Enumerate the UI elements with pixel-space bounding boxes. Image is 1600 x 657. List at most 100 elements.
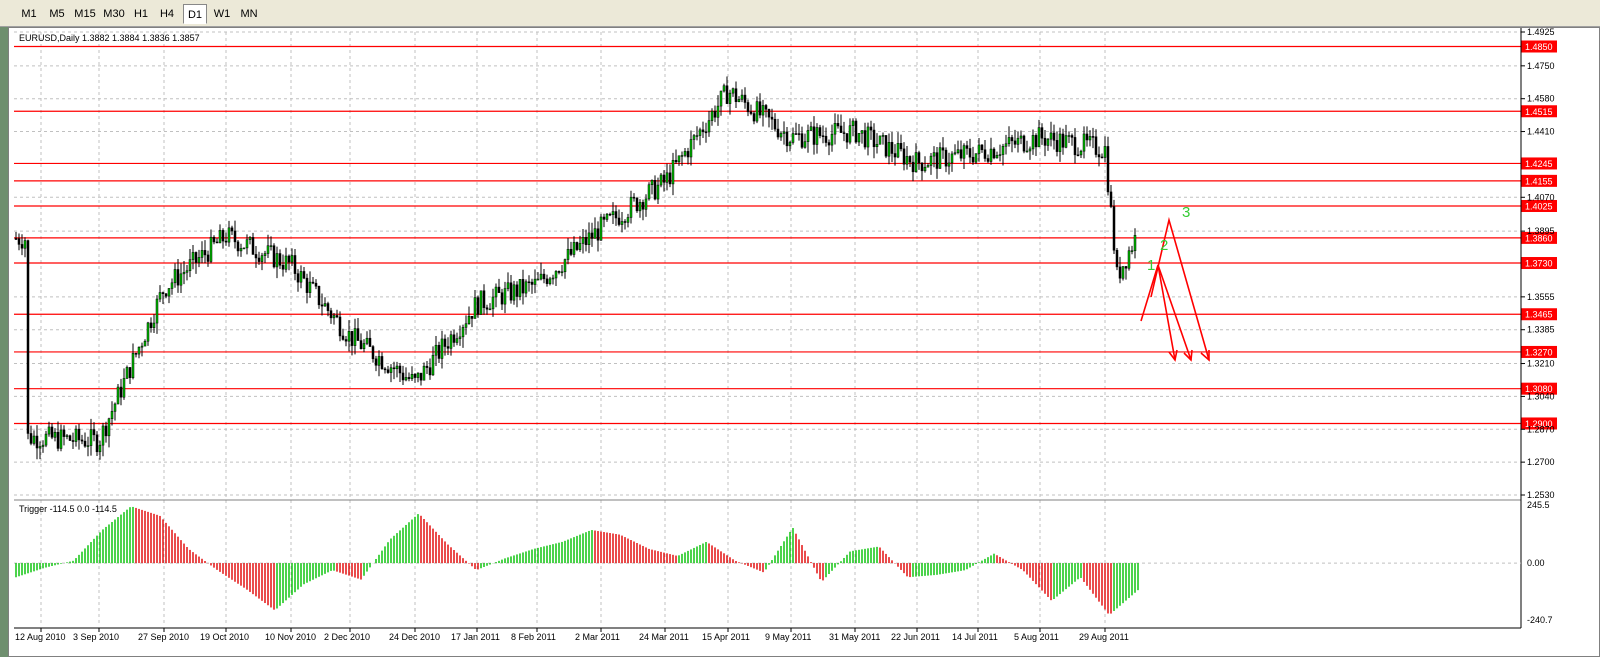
candle-up	[494, 286, 498, 298]
candle-up	[416, 372, 420, 378]
candle-down	[134, 353, 138, 355]
candle-down	[1043, 137, 1047, 146]
timeframe-h4[interactable]: H4	[159, 8, 175, 20]
candle-up	[116, 386, 120, 405]
date-axis-label: 19 Oct 2010	[200, 632, 249, 642]
candle-up	[1025, 150, 1029, 153]
candle-up	[434, 344, 438, 356]
timeframe-mn[interactable]: MN	[240, 8, 258, 20]
date-axis-label: 8 Feb 2011	[511, 632, 556, 642]
timeframe-m1[interactable]: M1	[21, 8, 37, 20]
candle-up	[524, 281, 528, 294]
candle-up	[1058, 133, 1062, 152]
wave-arrows	[1140, 216, 1210, 362]
candle-up	[455, 338, 459, 343]
candle-up	[881, 135, 885, 137]
candle-up	[950, 153, 954, 164]
candle-up	[1064, 135, 1068, 148]
price-axis-label: 1.2700	[1527, 457, 1555, 467]
candle-up	[158, 292, 162, 300]
window-edge	[0, 27, 8, 657]
candle-up	[947, 162, 951, 167]
level-tag-label: 1.3860	[1525, 233, 1553, 243]
price-chart[interactable]: 1.4850 1.4515 1.4245 1.4155 1.4025 1.3860 1.37…	[9, 28, 1599, 656]
candle-down	[818, 127, 822, 136]
candle-down	[527, 281, 531, 284]
candle-down	[1094, 136, 1098, 155]
candle-down	[20, 244, 24, 249]
date-axis-label: 31 May 2011	[829, 632, 880, 642]
timeframe-m15[interactable]: M15	[74, 8, 96, 20]
candle-up	[1019, 135, 1023, 139]
candle-up	[182, 272, 186, 275]
candle-down	[71, 440, 75, 442]
candle-up	[260, 255, 264, 262]
candle-down	[317, 286, 321, 306]
candle-up	[815, 127, 819, 145]
symbol-header: EURUSD,Daily 1.3882 1.3884 1.3836 1.3857	[19, 33, 200, 43]
candle-up	[656, 184, 660, 200]
candle-up	[611, 211, 615, 215]
candle-down	[482, 290, 486, 308]
candle-down	[398, 365, 402, 374]
candle-up	[806, 130, 810, 142]
candle-up	[932, 152, 936, 157]
arrowhead-1	[1168, 349, 1178, 362]
date-axis-label: 10 Nov 2010	[265, 632, 316, 642]
candle-down	[1034, 135, 1038, 148]
candle-down	[584, 237, 588, 245]
timeframe-d1[interactable]: D1	[183, 4, 207, 24]
candle-down	[944, 149, 948, 167]
candle-down	[893, 153, 897, 158]
candle-down	[224, 240, 228, 243]
candle-up	[548, 278, 552, 284]
candle-down	[902, 148, 906, 165]
candle-down	[713, 110, 717, 118]
wave-arrow-1	[1140, 264, 1176, 361]
candle-down	[80, 439, 84, 442]
candle-down	[386, 369, 390, 373]
candle-down	[476, 297, 480, 315]
candle-down	[92, 429, 96, 436]
candle-down	[911, 161, 915, 173]
candle-up	[1067, 135, 1071, 137]
timeframe-m5[interactable]: M5	[49, 8, 65, 20]
candle-up	[347, 331, 351, 342]
candle-down	[614, 211, 618, 219]
candle-up	[788, 142, 792, 147]
candle-down	[623, 221, 627, 223]
candle-down	[941, 147, 945, 151]
date-axis-label: 22 Jun 2011	[891, 632, 940, 642]
candle-up	[719, 90, 723, 107]
timeframe-m30[interactable]: M30	[103, 8, 125, 20]
candle-up	[131, 353, 135, 378]
candle-down	[1109, 191, 1113, 207]
candle-up	[188, 259, 192, 271]
price-axis-label: 1.3555	[1527, 292, 1555, 302]
timeframe-h1[interactable]: H1	[133, 8, 149, 20]
candle-down	[845, 133, 849, 143]
candle-down	[29, 433, 33, 444]
candle-up	[512, 284, 516, 301]
chart-window[interactable]: 1.4850 1.4515 1.4245 1.4155 1.4025 1.3860 1.37…	[8, 27, 1600, 657]
candle-up	[362, 343, 366, 349]
candle-up	[659, 174, 663, 186]
candle-up	[1031, 135, 1035, 150]
date-axis-label: 14 Jul 2011	[952, 632, 998, 642]
level-tag-label: 1.4155	[1525, 176, 1553, 186]
candle-up	[539, 273, 543, 280]
candle-down	[509, 282, 513, 301]
candle-down	[917, 152, 921, 164]
candle-down	[1040, 127, 1044, 139]
candle-up	[833, 123, 837, 135]
candle-down	[824, 135, 828, 143]
level-tag-label: 1.3270	[1525, 347, 1553, 357]
date-axis-label: 3 Sep 2010	[73, 632, 119, 642]
candle-down	[812, 126, 816, 145]
candle-up	[137, 346, 141, 355]
candle-up	[32, 435, 36, 444]
candle-up	[929, 155, 933, 166]
timeframe-w1[interactable]: W1	[213, 8, 231, 20]
candle-down	[983, 149, 987, 159]
candle-down	[380, 356, 384, 370]
